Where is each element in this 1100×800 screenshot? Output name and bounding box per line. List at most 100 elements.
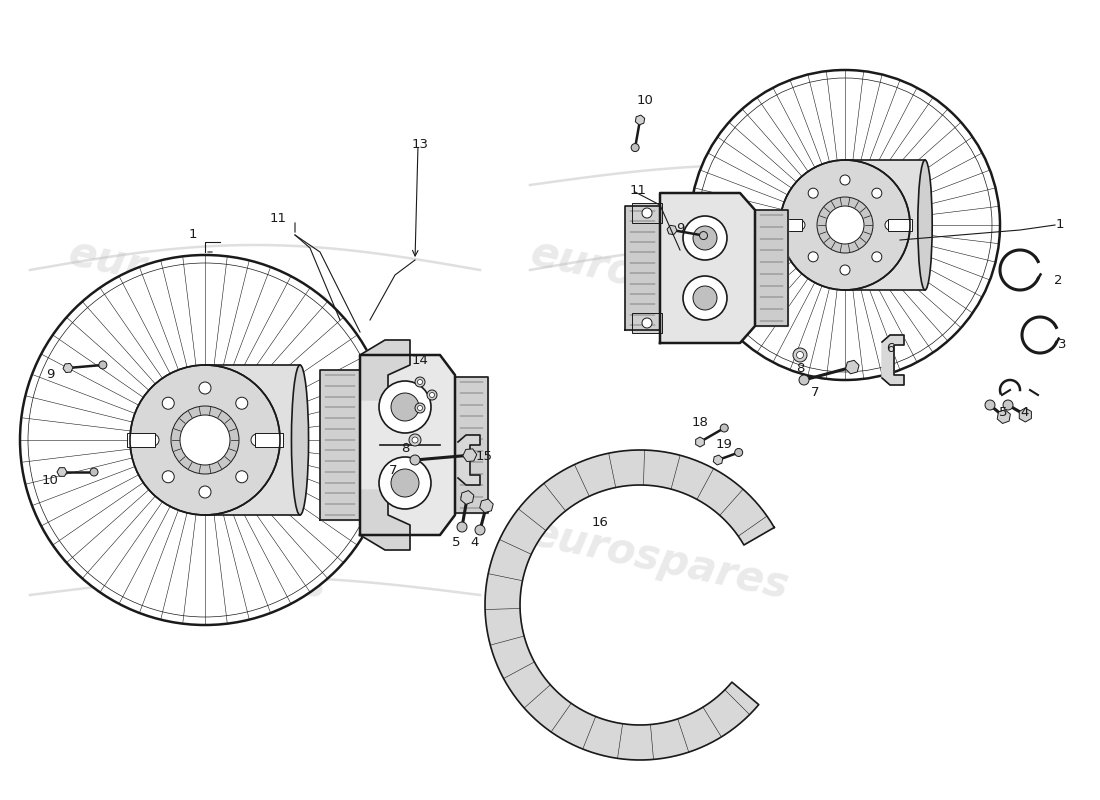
Circle shape: [720, 424, 728, 432]
Text: 4: 4: [471, 535, 480, 549]
Ellipse shape: [292, 365, 308, 515]
Circle shape: [235, 470, 248, 482]
Circle shape: [1003, 400, 1013, 410]
Text: 8: 8: [795, 362, 804, 374]
Circle shape: [795, 220, 805, 230]
Circle shape: [90, 468, 98, 476]
Circle shape: [415, 377, 425, 387]
Circle shape: [379, 381, 431, 433]
Text: 19: 19: [716, 438, 733, 451]
Circle shape: [693, 226, 717, 250]
Polygon shape: [660, 193, 755, 343]
FancyBboxPatch shape: [632, 203, 662, 223]
Circle shape: [808, 188, 818, 198]
Circle shape: [799, 375, 808, 385]
Text: 11: 11: [270, 211, 286, 225]
Text: eurospares: eurospares: [65, 512, 331, 608]
Circle shape: [410, 455, 420, 465]
Polygon shape: [625, 206, 660, 330]
Text: 16: 16: [592, 515, 608, 529]
Circle shape: [409, 434, 421, 446]
Text: eurospares: eurospares: [527, 232, 793, 328]
Text: 9: 9: [675, 222, 684, 234]
Circle shape: [170, 406, 239, 474]
Circle shape: [642, 318, 652, 328]
Text: 14: 14: [411, 354, 428, 366]
Polygon shape: [480, 499, 493, 513]
Circle shape: [162, 470, 174, 482]
Polygon shape: [695, 437, 704, 447]
Text: 8: 8: [400, 442, 409, 454]
Circle shape: [631, 143, 639, 151]
Polygon shape: [461, 490, 474, 504]
Text: 10: 10: [637, 94, 653, 106]
Circle shape: [808, 252, 818, 262]
Polygon shape: [713, 455, 723, 465]
Text: 5: 5: [999, 406, 1008, 418]
Text: 2: 2: [1054, 274, 1063, 286]
FancyBboxPatch shape: [632, 313, 662, 333]
Bar: [778, 219, 802, 231]
Circle shape: [199, 382, 211, 394]
Text: 15: 15: [475, 450, 493, 462]
Text: 11: 11: [629, 183, 647, 197]
Circle shape: [162, 398, 174, 410]
Circle shape: [427, 390, 437, 400]
Text: 10: 10: [42, 474, 58, 486]
Ellipse shape: [917, 160, 932, 290]
Text: 4: 4: [1021, 406, 1030, 418]
Circle shape: [130, 365, 280, 515]
Text: 5: 5: [452, 535, 460, 549]
Text: 1: 1: [1056, 218, 1065, 231]
Circle shape: [872, 252, 882, 262]
Polygon shape: [846, 360, 859, 374]
Polygon shape: [360, 340, 410, 400]
Circle shape: [180, 415, 230, 465]
Circle shape: [886, 220, 895, 230]
Polygon shape: [63, 363, 73, 373]
Circle shape: [456, 522, 468, 532]
Circle shape: [693, 286, 717, 310]
Polygon shape: [755, 210, 788, 326]
Circle shape: [390, 393, 419, 421]
Polygon shape: [360, 355, 455, 535]
Bar: [126, 433, 155, 447]
Polygon shape: [57, 468, 67, 476]
Polygon shape: [455, 377, 488, 513]
Text: 7: 7: [811, 386, 819, 398]
Polygon shape: [485, 450, 774, 760]
Polygon shape: [458, 435, 480, 485]
Circle shape: [690, 70, 1000, 380]
Polygon shape: [636, 115, 645, 125]
Circle shape: [840, 265, 850, 275]
Text: eurospares: eurospares: [65, 232, 331, 328]
Polygon shape: [360, 490, 410, 550]
Polygon shape: [667, 226, 676, 234]
Circle shape: [429, 393, 434, 398]
Polygon shape: [320, 370, 360, 520]
Polygon shape: [463, 449, 476, 462]
Bar: [888, 219, 912, 231]
Circle shape: [735, 449, 743, 457]
Circle shape: [379, 457, 431, 509]
Text: 6: 6: [886, 342, 894, 354]
Circle shape: [99, 361, 107, 369]
Circle shape: [415, 403, 425, 413]
Circle shape: [780, 160, 910, 290]
Circle shape: [826, 206, 864, 244]
Circle shape: [418, 379, 422, 385]
Circle shape: [475, 525, 485, 535]
Text: 7: 7: [388, 463, 397, 477]
Circle shape: [199, 486, 211, 498]
FancyBboxPatch shape: [845, 160, 925, 290]
Polygon shape: [998, 410, 1011, 423]
Circle shape: [793, 348, 807, 362]
Circle shape: [817, 197, 873, 253]
Circle shape: [683, 216, 727, 260]
Text: 1: 1: [189, 229, 197, 242]
Circle shape: [872, 188, 882, 198]
Circle shape: [700, 231, 707, 239]
Text: 13: 13: [411, 138, 429, 151]
Circle shape: [642, 208, 652, 218]
FancyBboxPatch shape: [205, 365, 300, 515]
